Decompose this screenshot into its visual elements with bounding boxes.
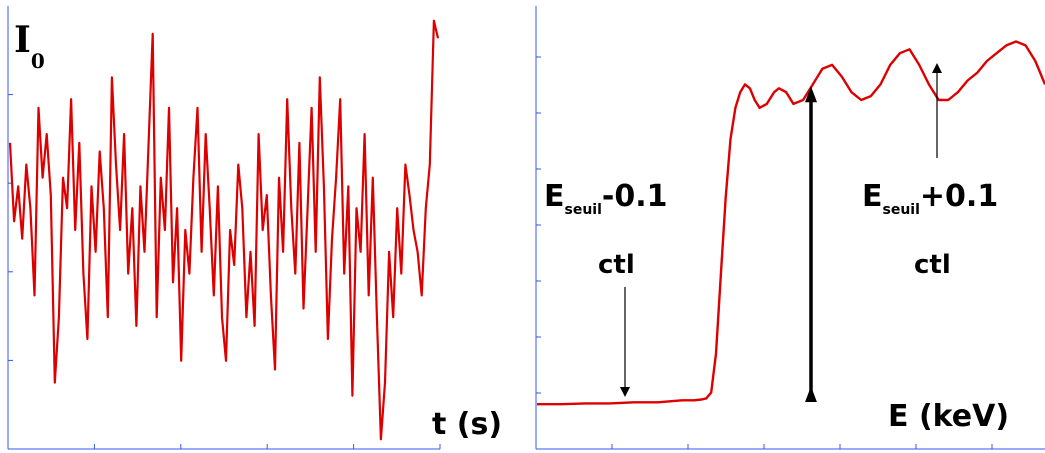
annotation-above-edge: Eseuil+0.1 [862, 179, 999, 218]
left-x-axis-label: t (s) [432, 407, 503, 442]
left-chart-axes [7, 6, 441, 450]
left-y-axis-label-sub: 0 [30, 49, 45, 73]
right-x-axis-label: E (keV) [888, 399, 1010, 434]
left-y-axis-label: I0 [14, 22, 45, 71]
annotation-below-sub: seuil [564, 202, 602, 218]
left-chart-series [8, 19, 440, 441]
annotation-below-rest: -0.1 [601, 179, 668, 214]
right-chart-annotations [620, 63, 942, 403]
right-chart-axes [535, 6, 1045, 450]
left-series-line [8, 19, 440, 441]
right-series-line [537, 40, 1045, 406]
annotation-below-edge: Eseuil-0.1 [544, 179, 668, 218]
annotation-above-sub: seuil [882, 202, 920, 218]
right-chart-series [537, 40, 1045, 406]
annotation-below-ctl: ctl [598, 250, 635, 280]
annotation-above-main: E [862, 179, 883, 214]
annotation-above-rest: +0.1 [919, 179, 999, 214]
left-y-axis-label-main: I [14, 19, 31, 61]
annotation-below-main: E [544, 179, 565, 214]
annotation-above-ctl: ctl [914, 250, 951, 280]
